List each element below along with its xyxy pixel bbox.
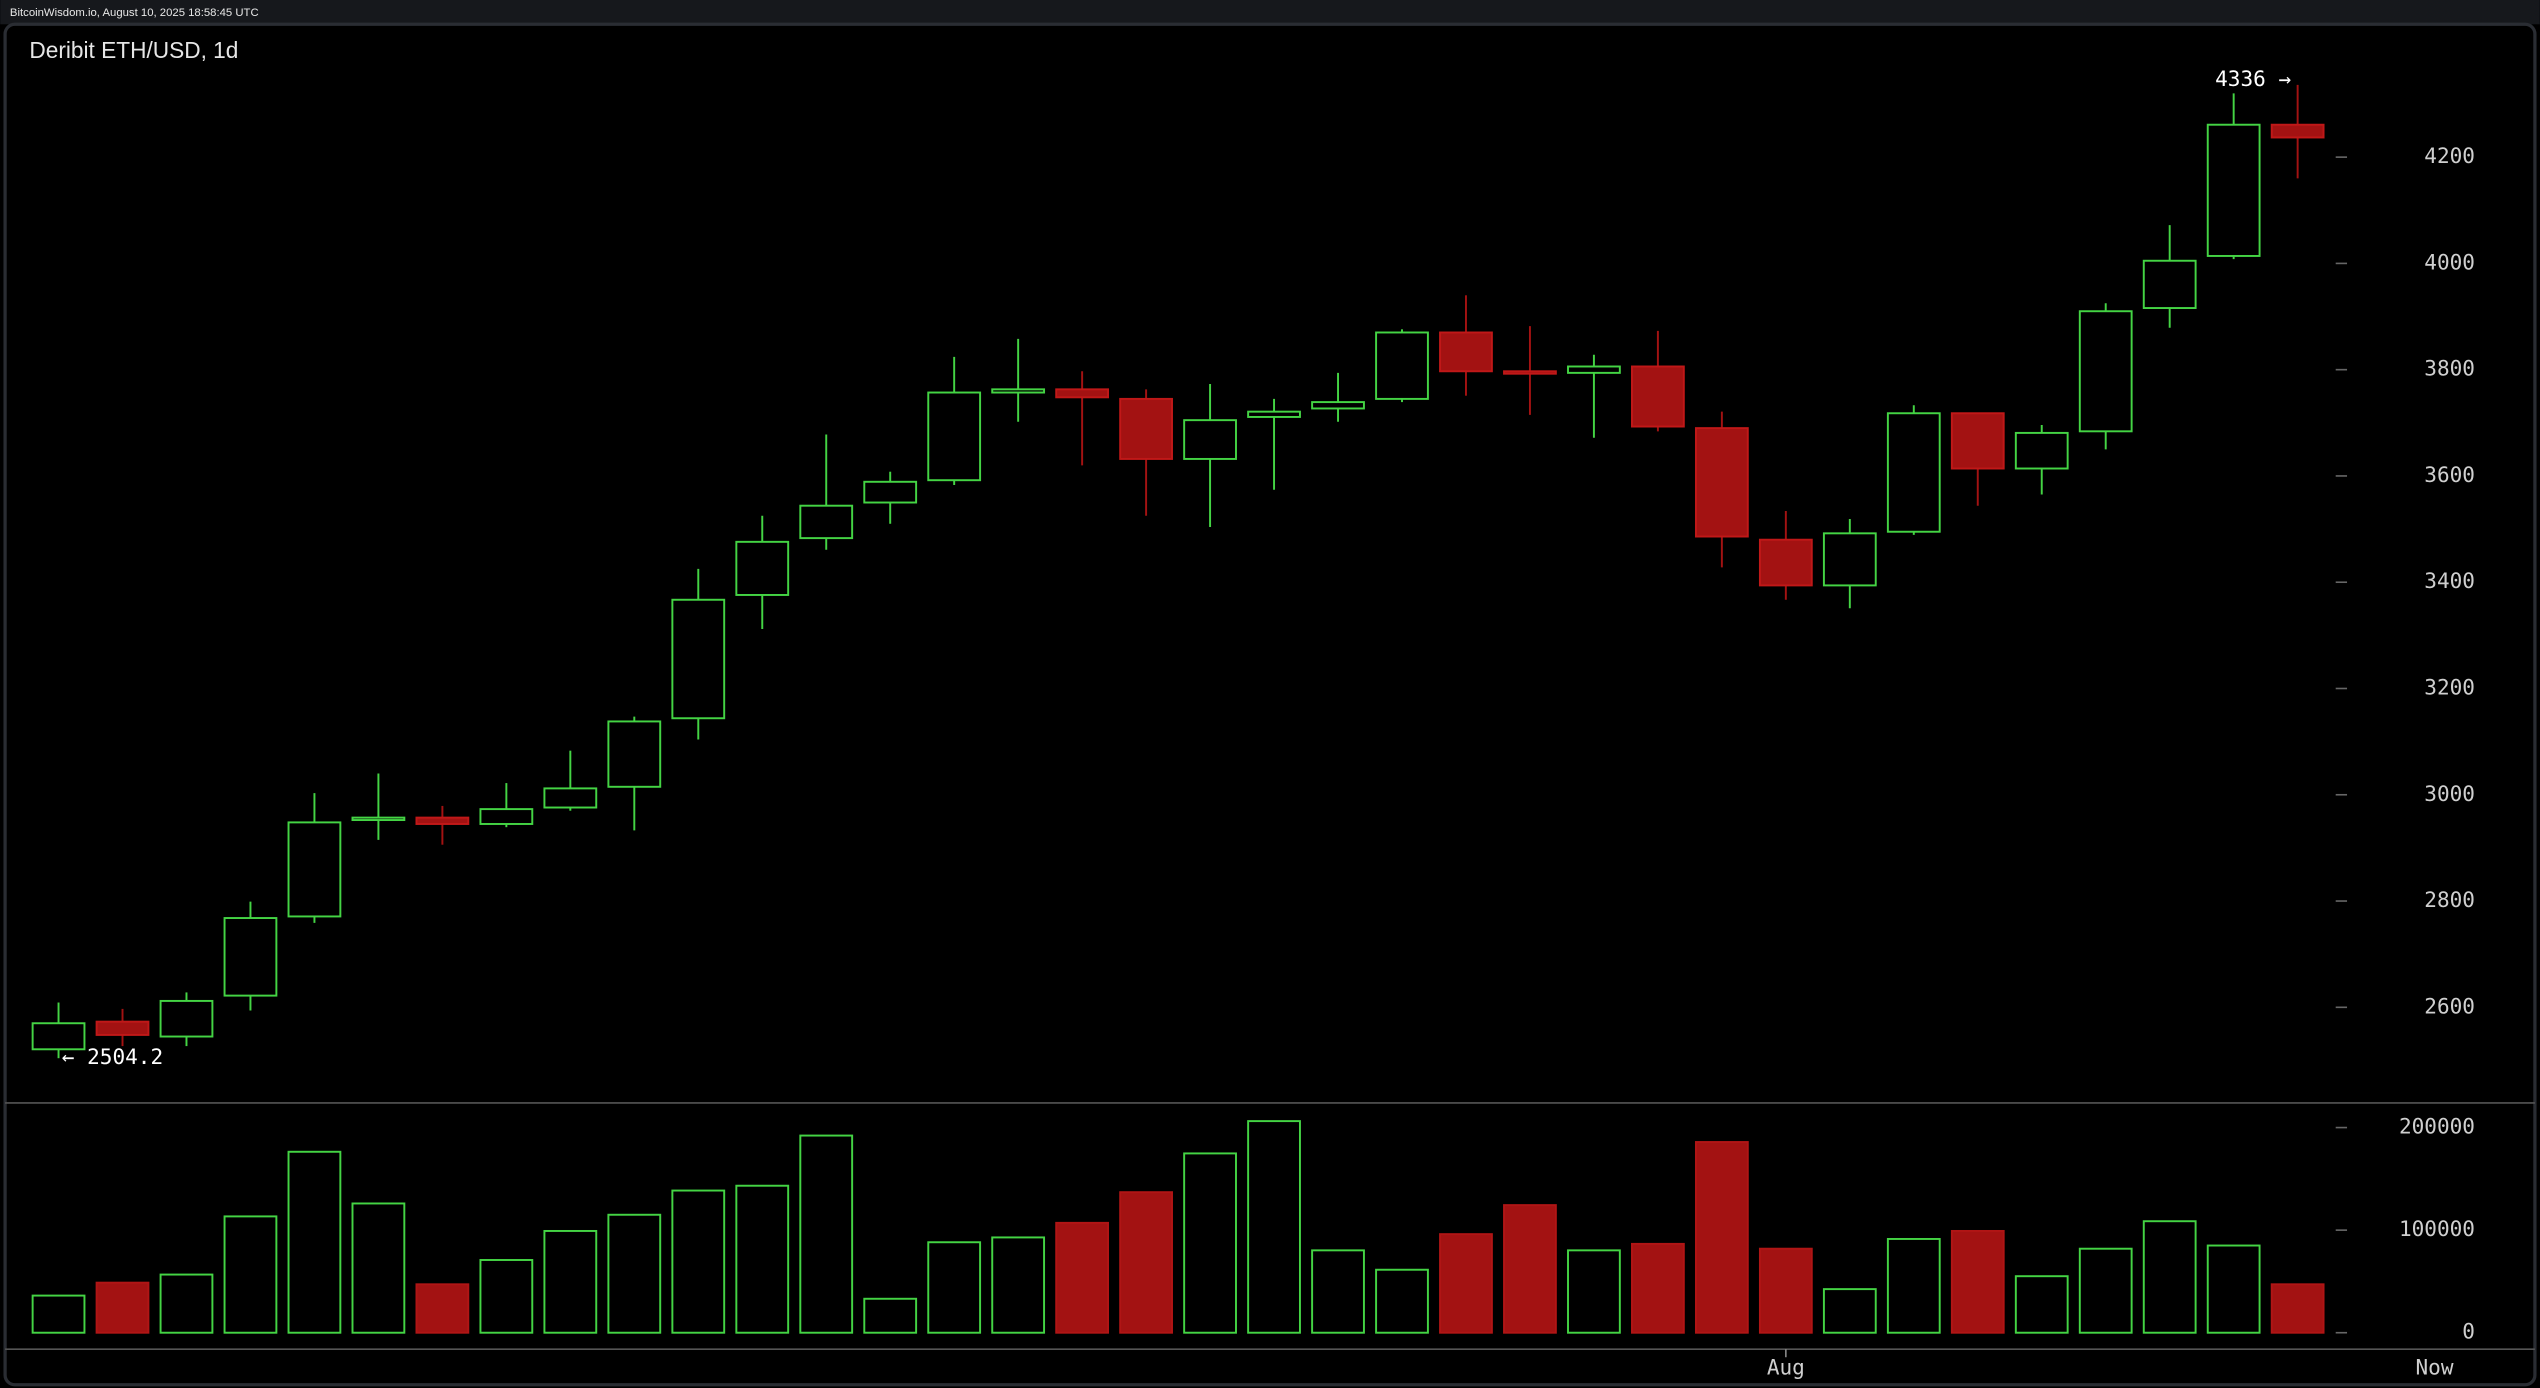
- panel-border: [3, 22, 2537, 1387]
- volume-bar: [415, 1283, 470, 1334]
- candle-body: [1631, 365, 1685, 428]
- y-tick-label: 4000: [2424, 249, 2475, 274]
- x-tick-label: Aug: [1767, 1355, 1805, 1380]
- y-tick-label: 3000: [2424, 781, 2475, 806]
- candle-body: [2270, 123, 2325, 139]
- volume-bar: [735, 1184, 790, 1334]
- volume-bar: [31, 1294, 86, 1334]
- candle-body: [1886, 412, 1941, 533]
- candle-body: [735, 540, 790, 596]
- candle-body: [159, 999, 214, 1038]
- volume-bar: [1886, 1237, 1941, 1334]
- volume-bar: [927, 1241, 982, 1334]
- candle-body: [31, 1022, 86, 1051]
- volume-bar: [351, 1202, 406, 1334]
- volume-bar: [1183, 1152, 1237, 1334]
- volume-bar: [1950, 1229, 2005, 1334]
- volume-bar: [1694, 1141, 1749, 1334]
- volume-bar: [287, 1150, 342, 1334]
- volume-bar: [159, 1273, 214, 1334]
- volume-bar: [1439, 1233, 1493, 1334]
- volume-bar: [479, 1259, 534, 1334]
- y-tick-label: 3600: [2424, 462, 2475, 487]
- candle-body: [1311, 401, 1365, 410]
- x-end-label: Now: [2415, 1355, 2453, 1380]
- candle-body: [863, 480, 918, 504]
- candle-body: [1694, 427, 1749, 538]
- header-text: BitcoinWisdom.io, August 10, 2025 18:58:…: [10, 7, 259, 19]
- y-tick-label: 100000: [2399, 1216, 2475, 1241]
- candle-body: [991, 388, 1046, 394]
- volume-bar: [1311, 1249, 1365, 1334]
- candle-body: [799, 504, 854, 540]
- volume-bar: [1503, 1204, 1557, 1334]
- candle-body: [1950, 412, 2005, 470]
- volume-bar: [2142, 1220, 2197, 1334]
- candle-body: [1375, 331, 1429, 400]
- candle-body: [415, 816, 470, 825]
- volume-bar: [1631, 1242, 1685, 1334]
- volume-bar: [2206, 1244, 2261, 1334]
- candle-body: [2206, 123, 2261, 257]
- volume-bar: [2014, 1275, 2069, 1334]
- candle-body: [2078, 310, 2133, 433]
- volume-bar: [671, 1189, 726, 1334]
- candle-body: [1822, 532, 1877, 587]
- candle-body: [1439, 331, 1493, 373]
- y-tick-label: 200000: [2399, 1114, 2475, 1139]
- candle-body: [2142, 259, 2197, 310]
- volume-bar: [1119, 1191, 1173, 1334]
- candle-body: [1183, 419, 1237, 460]
- volume-bar: [991, 1236, 1046, 1334]
- y-tick-label: 3400: [2424, 568, 2475, 593]
- volume-bar: [1822, 1288, 1877, 1334]
- volume-bar: [863, 1297, 918, 1334]
- chart-title: Deribit ETH/USD, 1d: [29, 37, 238, 63]
- y-tick-label: 3800: [2424, 356, 2475, 381]
- volume-bar: [799, 1134, 854, 1334]
- candle-body: [479, 808, 534, 825]
- candle-body: [927, 391, 982, 482]
- y-tick-label: 2800: [2424, 887, 2475, 912]
- low-annotation: ← 2504.2: [62, 1044, 163, 1069]
- volume-bar: [607, 1213, 662, 1334]
- y-tick-label: 4200: [2424, 143, 2475, 168]
- candle-body: [1503, 370, 1557, 375]
- volume-bar: [223, 1215, 278, 1334]
- volume-bar: [2078, 1247, 2133, 1334]
- high-annotation: 4336 →: [2215, 66, 2291, 91]
- candle-body: [223, 917, 278, 997]
- candle-body: [607, 720, 662, 788]
- candle-body: [1055, 388, 1110, 399]
- volume-bar: [1247, 1120, 1301, 1334]
- volume-bar: [1055, 1221, 1110, 1334]
- candle-body: [1247, 410, 1301, 418]
- candle-body: [2014, 431, 2069, 470]
- candle-body: [351, 816, 406, 822]
- y-tick-label: 3200: [2424, 674, 2475, 699]
- y-tick-label: 0: [2462, 1319, 2475, 1344]
- candle-body: [287, 821, 342, 918]
- y-tick-label: 2600: [2424, 993, 2475, 1018]
- candle-body: [671, 598, 726, 720]
- volume-bar: [1375, 1268, 1429, 1334]
- candle-body: [1758, 538, 1813, 587]
- candle-body: [543, 787, 598, 809]
- volume-bar: [95, 1281, 150, 1334]
- header-bar: [0, 0, 2540, 25]
- volume-bar: [1758, 1247, 1813, 1334]
- volume-bar: [1567, 1249, 1621, 1334]
- candle-body: [1567, 365, 1621, 374]
- volume-bar: [543, 1229, 598, 1334]
- volume-bar: [2270, 1283, 2325, 1334]
- candle-body: [1119, 397, 1173, 460]
- candle-body: [95, 1020, 150, 1036]
